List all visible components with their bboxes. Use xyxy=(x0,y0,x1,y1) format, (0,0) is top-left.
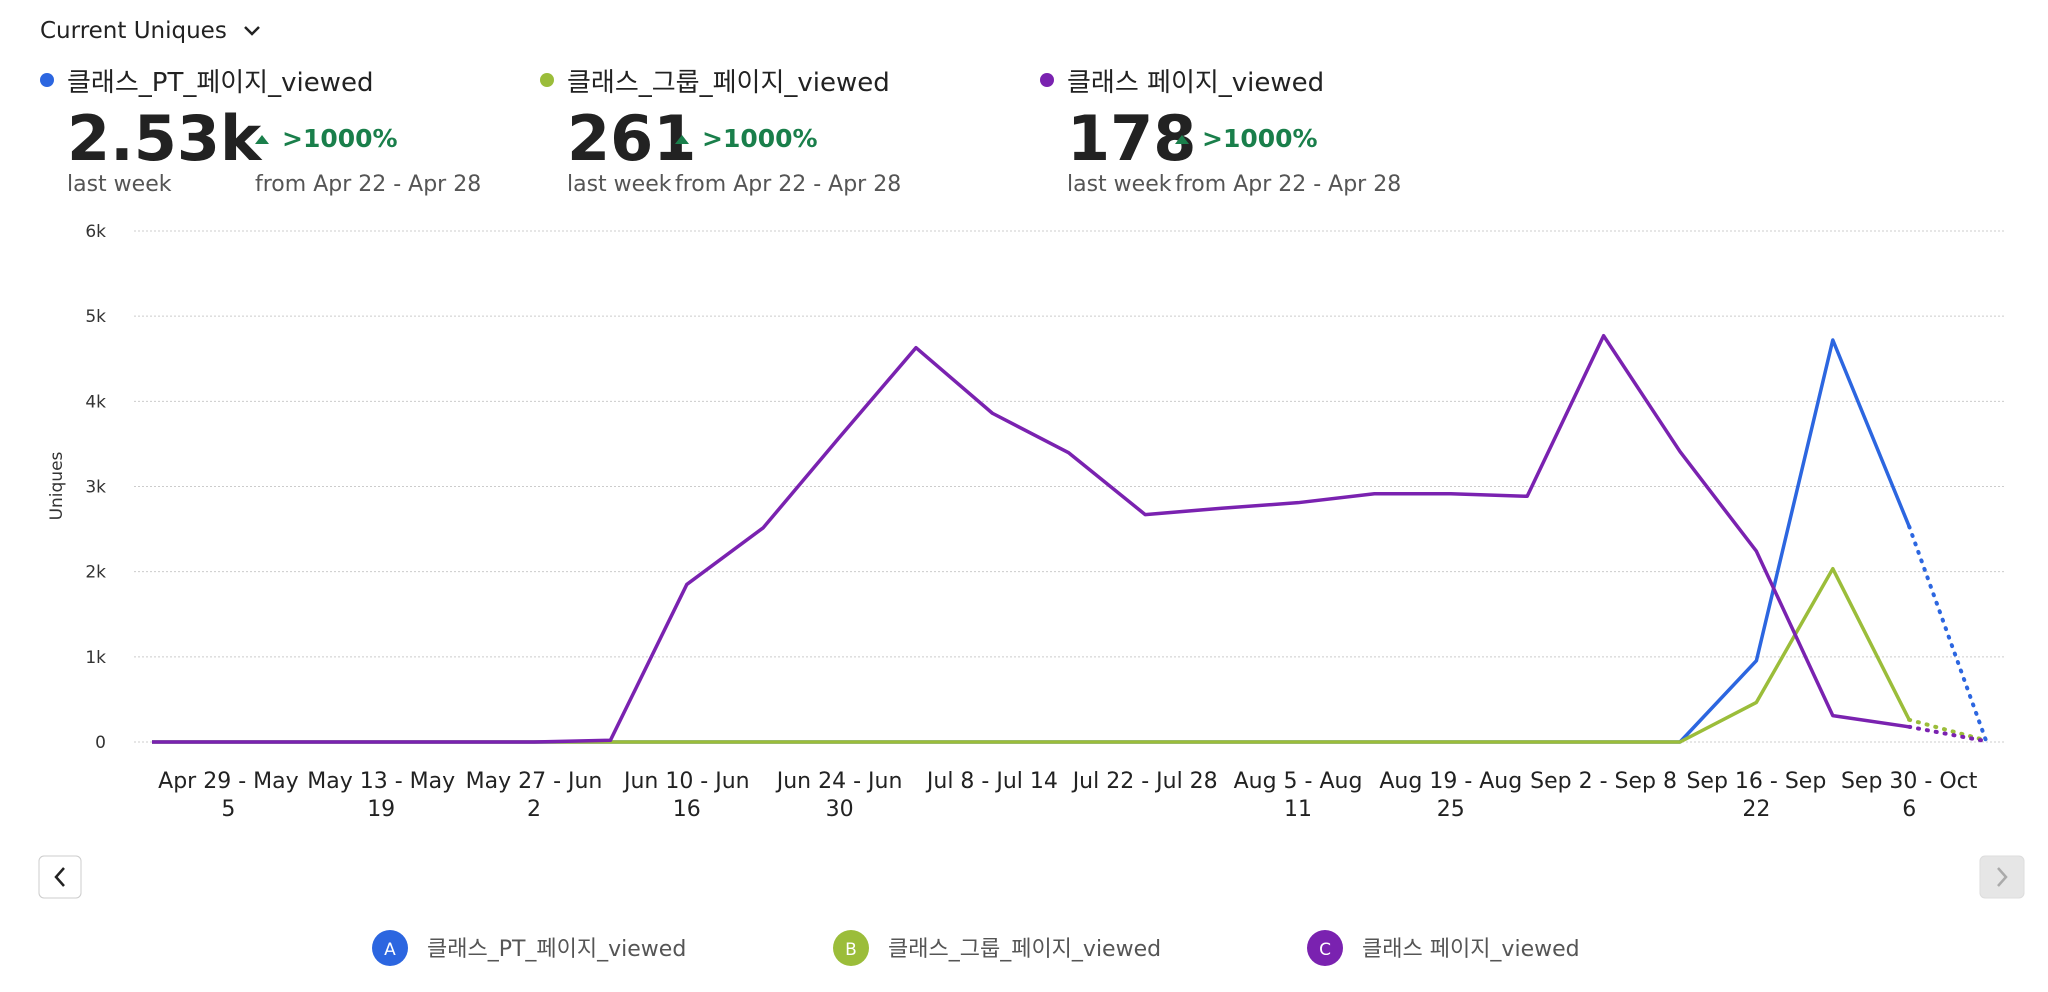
x-tick-label: Jun 10 - Jun 16 xyxy=(623,769,750,822)
legend-letter: A xyxy=(384,940,396,960)
y-axis-label: Uniques xyxy=(47,451,67,520)
y-tick-label: 1k xyxy=(85,648,106,668)
legend-label: 클래스_PT_페이지_viewed xyxy=(427,937,686,962)
prev-button[interactable] xyxy=(38,855,82,899)
line xyxy=(152,334,1910,744)
line xyxy=(152,566,1911,744)
card-change: >1000% xyxy=(1202,124,1318,153)
card-name: 클래스_그룹_페이지_viewed xyxy=(567,68,890,98)
x-tick-label: Jun 24 - Jun 30 xyxy=(776,769,903,822)
next-icon xyxy=(1997,867,2008,887)
card-value: 2.53k xyxy=(67,102,262,175)
metric-dropdown[interactable]: Current Uniques xyxy=(40,18,262,44)
legend-letter: C xyxy=(1319,940,1331,960)
legend-letter: B xyxy=(845,940,857,960)
card-dot xyxy=(1040,73,1054,87)
x-tick-label: Apr 29 - May 5 xyxy=(158,769,299,822)
y-tick-label: 2k xyxy=(85,563,106,583)
card-dot xyxy=(40,73,54,87)
x-tick-label: Jul 22 - Jul 28 xyxy=(1072,769,1218,794)
legend-badge xyxy=(1307,930,1343,966)
y-tick-label: 5k xyxy=(85,307,106,327)
legend-label: 클래스 페이지_viewed xyxy=(1362,937,1580,962)
line-incomplete xyxy=(1907,717,1988,743)
x-tick-label: May 27 - Jun 2 xyxy=(465,769,603,822)
card-dot xyxy=(540,73,554,87)
change-arrow xyxy=(675,135,689,144)
card-change: >1000% xyxy=(282,124,398,153)
card-compare: from Apr 22 - Apr 28 xyxy=(675,172,902,197)
legend-badge xyxy=(372,930,408,966)
x-tick-label: Aug 19 - Aug 25 xyxy=(1379,769,1523,822)
change-arrow xyxy=(255,135,269,144)
card-name: 클래스_PT_페이지_viewed xyxy=(67,68,374,98)
x-tick-label: Sep 2 - Sep 8 xyxy=(1530,769,1678,794)
card-compare: from Apr 22 - Apr 28 xyxy=(255,172,482,197)
x-tick-label: Aug 5 - Aug 11 xyxy=(1233,769,1363,822)
card-period: last week xyxy=(1067,172,1172,197)
card-value: 261 xyxy=(567,102,697,175)
dropdown-label: Current Uniques xyxy=(40,18,227,44)
x-tick-label: May 13 - May 19 xyxy=(307,769,456,822)
legend-label: 클래스_그룹_페이지_viewed xyxy=(888,937,1161,962)
card-compare: from Apr 22 - Apr 28 xyxy=(1175,172,1402,197)
line-incomplete xyxy=(1907,524,1988,742)
card-name: 클래스 페이지_viewed xyxy=(1067,68,1325,98)
y-tick-label: 4k xyxy=(85,392,106,412)
line-incomplete xyxy=(1907,724,1988,744)
change-arrow xyxy=(1175,135,1189,144)
card-period: last week xyxy=(67,172,172,197)
x-tick-label: Sep 30 - Oct 6 xyxy=(1840,769,1978,822)
card-value: 178 xyxy=(1067,102,1197,175)
x-tick-label: Sep 16 - Sep 22 xyxy=(1686,769,1827,822)
card-period: last week xyxy=(567,172,672,197)
x-tick-label: Jul 8 - Jul 14 xyxy=(926,769,1058,794)
legend-badge xyxy=(833,930,869,966)
prev-icon xyxy=(54,867,65,887)
next-button[interactable] xyxy=(1979,855,2025,899)
y-tick-label: 6k xyxy=(85,222,106,242)
y-tick-label: 0 xyxy=(95,733,106,753)
y-tick-label: 3k xyxy=(85,478,106,498)
chevron xyxy=(244,26,261,36)
card-change: >1000% xyxy=(702,124,818,153)
